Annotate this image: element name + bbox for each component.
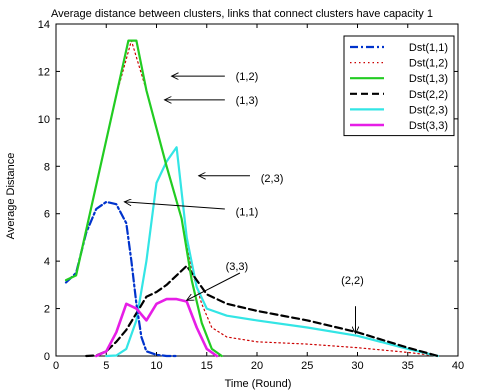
- annotation-label: (2,3): [261, 173, 284, 185]
- series-line-dst-3-3: [94, 297, 219, 358]
- annotation-layer: (1,2) (1,3) (2,3) (1,1) (3,3) (2,2): [124, 71, 364, 333]
- legend-label: Dst(2,3): [409, 104, 448, 116]
- x-tick-label: 5: [103, 360, 109, 372]
- legend-label: Dst(2,2): [409, 89, 448, 101]
- y-tick-label: 2: [44, 304, 50, 316]
- y-tick-label: 14: [38, 19, 50, 31]
- y-tick-label: 6: [44, 209, 50, 221]
- y-tick-label: 0: [44, 351, 50, 363]
- annotation-label: (1,3): [236, 95, 259, 107]
- y-axis-label: Average Distance: [5, 153, 17, 240]
- x-tick-label: 0: [53, 360, 59, 372]
- annotation-label: (2,2): [341, 275, 364, 287]
- series-line-dst-2-3: [105, 146, 439, 358]
- x-tick-label: 15: [201, 360, 213, 372]
- x-tick-label: 20: [251, 360, 263, 372]
- annotation-label: (3,3): [226, 261, 249, 273]
- annotation-label: (1,1): [236, 206, 259, 218]
- legend: Dst(1,1) Dst(1,2) Dst(1,3) Dst(2,2) Dst(2,3)…: [343, 35, 455, 137]
- y-tick-label: 8: [44, 161, 50, 173]
- x-tick-label: 35: [402, 360, 414, 372]
- x-tick-label: 30: [351, 360, 363, 372]
- series-line-dst-2-2: [85, 264, 439, 358]
- legend-label: Dst(1,3): [409, 73, 448, 85]
- annotation-arrow: [124, 202, 225, 210]
- legend-label: Dst(1,2): [409, 58, 448, 70]
- y-tick-label: 10: [38, 114, 50, 126]
- annotation-label: (1,2): [236, 71, 259, 83]
- chart-title: Average distance between clusters, links…: [51, 8, 433, 20]
- series-line-dst-1-1: [64, 200, 178, 358]
- x-axis-label: Time (Round): [225, 378, 292, 390]
- x-tick-label: 10: [150, 360, 162, 372]
- y-tick-label: 4: [44, 256, 50, 268]
- series-layer: [64, 39, 439, 358]
- x-tick-label: 25: [301, 360, 313, 372]
- series-line-dst-1-2: [65, 39, 439, 357]
- legend-box: [343, 35, 455, 137]
- annotation-arrow: [187, 272, 241, 300]
- x-tick-label: 40: [452, 360, 464, 372]
- y-tick-label: 12: [38, 66, 50, 78]
- series-line-dst-1-3: [64, 39, 223, 358]
- legend-label: Dst(1,1): [409, 42, 448, 54]
- legend-label: Dst(3,3): [409, 120, 448, 132]
